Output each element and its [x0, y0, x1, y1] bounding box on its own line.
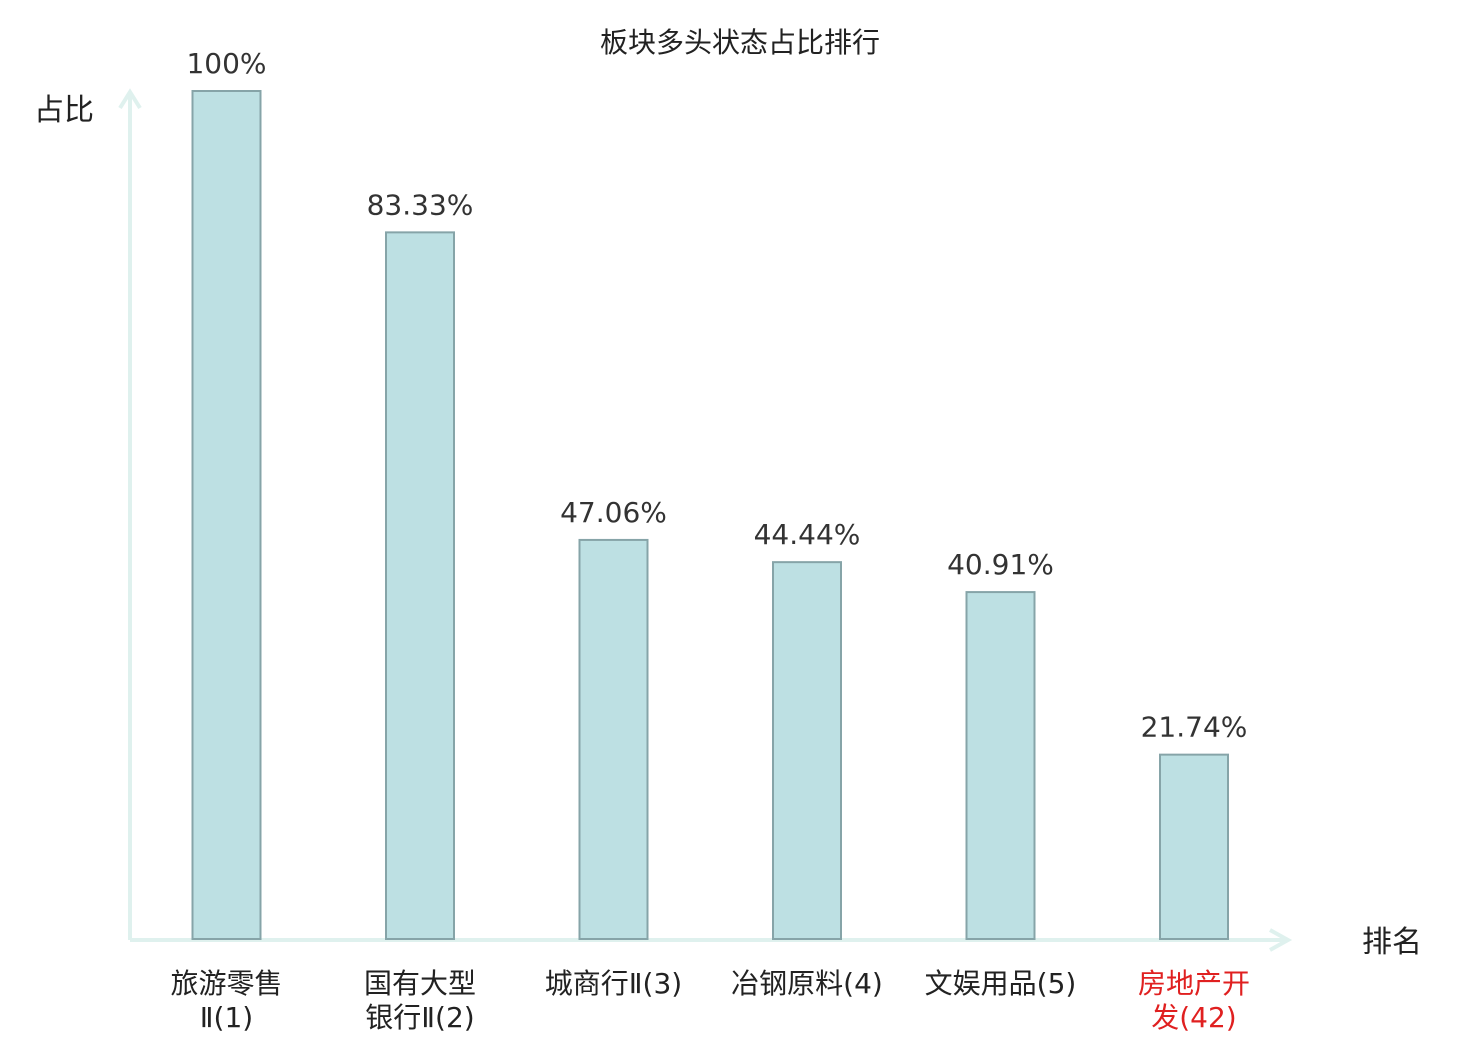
category-label-4: 冶钢原料(4)	[731, 967, 883, 1000]
category-label-line: 房地产开	[1138, 967, 1250, 1000]
category-label-line: 城商行Ⅱ(3)	[545, 967, 682, 1000]
bar-4	[772, 561, 842, 940]
bar-3	[578, 538, 649, 940]
value-label-4: 44.44%	[754, 518, 861, 551]
labels-group: 100% 旅游零售 Ⅱ(1) 83.33% 国有大型银行Ⅱ(2) 47.06% 城商行Ⅱ(3…	[170, 47, 1250, 1034]
y-axis-label: 占比	[34, 93, 94, 128]
bars-group	[191, 90, 1229, 941]
category-label-line: 文娱用品(5)	[925, 967, 1077, 1000]
category-label-line: Ⅱ(1)	[200, 1001, 253, 1034]
category-label-line: 国有大型	[364, 967, 476, 1000]
category-label-6: 房地产开发(42)	[1138, 967, 1250, 1034]
category-label-line: 冶钢原料(4)	[731, 967, 883, 1000]
value-label-2: 83.33%	[367, 188, 474, 221]
chart-title: 板块多头状态占比排行	[600, 26, 880, 59]
x-axis-arrow	[1269, 928, 1293, 952]
bar-5	[965, 591, 1036, 940]
value-label-6: 21.74%	[1141, 711, 1248, 744]
bar-1	[191, 90, 262, 940]
category-label-line: 旅游零售	[170, 967, 282, 1000]
bar-6	[1159, 753, 1229, 940]
value-label-1: 100%	[186, 47, 266, 80]
value-label-5: 40.91%	[947, 548, 1054, 581]
x-axis-label: 排名	[1362, 925, 1422, 960]
bar-2	[385, 231, 455, 941]
category-label-1: 旅游零售 Ⅱ(1)	[170, 967, 282, 1034]
category-label-line: 银行Ⅱ(2)	[365, 1001, 474, 1034]
value-label-3: 47.06%	[560, 496, 667, 529]
category-label-line: 发(42)	[1151, 1001, 1236, 1034]
category-label-3: 城商行Ⅱ(3)	[545, 967, 682, 1000]
category-label-2: 国有大型银行Ⅱ(2)	[364, 967, 476, 1034]
category-label-5: 文娱用品(5)	[925, 967, 1077, 1000]
y-axis-arrow	[118, 88, 142, 110]
